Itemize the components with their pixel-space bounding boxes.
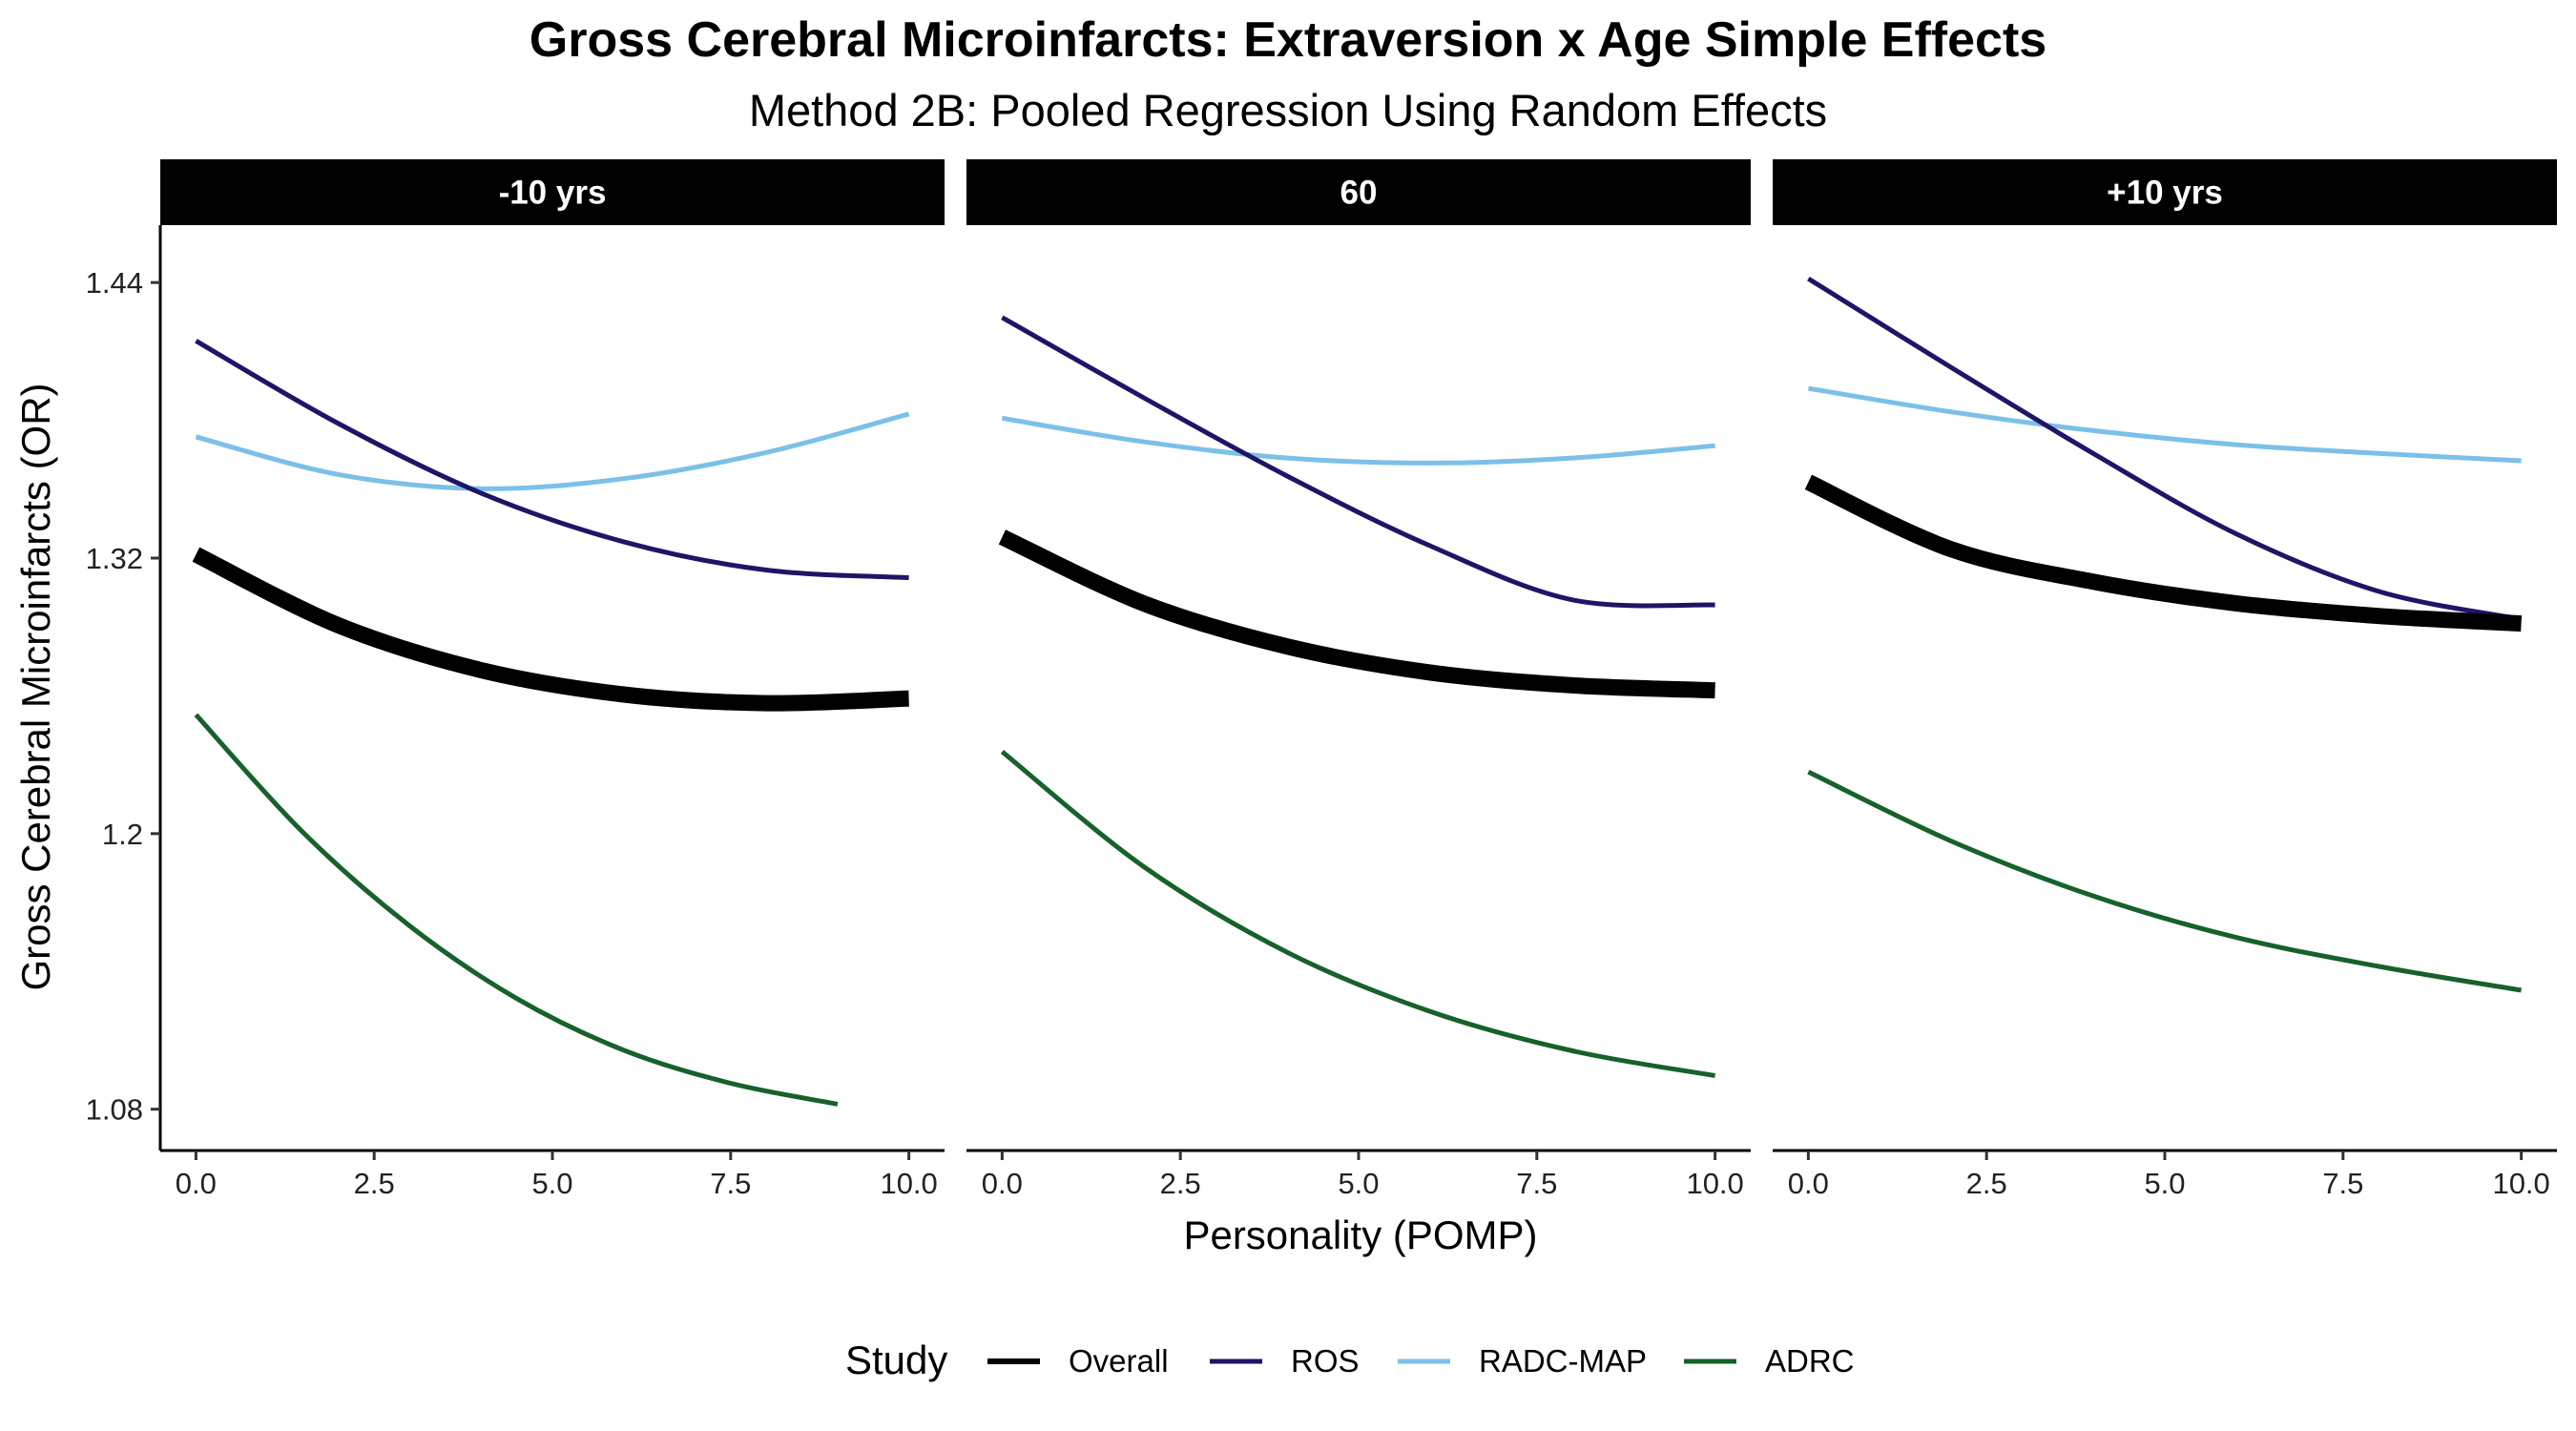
x-tick-label: 10.0: [880, 1167, 937, 1200]
facet-strip: [966, 159, 1751, 225]
legend-label: ADRC: [1765, 1343, 1855, 1379]
series-line-radc-map: [195, 411, 910, 491]
series-line-radc-map: [1001, 415, 1715, 466]
x-tick-label: 0.0: [982, 1167, 1023, 1200]
series-line-ros: [195, 339, 909, 580]
chart-title: Gross Cerebral Microinfarcts: Extraversi…: [529, 12, 2047, 68]
facet-strip-label: -10 yrs: [499, 175, 607, 212]
y-tick-label: 1.32: [86, 542, 143, 575]
legend-item-ros: ROS: [1210, 1343, 1360, 1379]
series-line-adrc: [1000, 749, 1716, 1078]
legend-title: Study: [845, 1338, 947, 1382]
legend-label: RADC-MAP: [1479, 1343, 1647, 1379]
legend-item-radc-map: RADC-MAP: [1398, 1343, 1647, 1379]
legend-item-adrc: ADRC: [1684, 1343, 1855, 1379]
y-tick-label: 1.44: [86, 266, 143, 300]
y-tick-label: 1.08: [86, 1093, 143, 1127]
x-tick-label: 7.5: [2322, 1167, 2363, 1200]
series-line-overall: [998, 529, 1715, 699]
series-line-ros: [1807, 276, 2523, 622]
x-axis-title: Personality (POMP): [1183, 1213, 1537, 1257]
chart-subtitle: Method 2B: Pooled Regression Using Rando…: [748, 85, 1828, 135]
x-tick-label: 5.0: [1338, 1167, 1379, 1200]
facet-panel-60: 60 0.0 2.5 5.0 7.5 10.0: [966, 159, 1751, 1200]
x-tick-label: 7.5: [1516, 1167, 1557, 1200]
facet-panel-10-yrs: -10 yrs 0.0 2.5 5.0 7.5 10.0: [160, 159, 945, 1200]
x-tick-label: 2.5: [1160, 1167, 1201, 1200]
x-tick-label: 5.0: [531, 1167, 572, 1200]
facet-strip-label: 60: [1340, 175, 1378, 212]
x-tick-label: 2.5: [1966, 1167, 2007, 1200]
legend-label: ROS: [1291, 1343, 1360, 1379]
x-tick-label: 2.5: [354, 1167, 395, 1200]
x-tick-label: 5.0: [2144, 1167, 2185, 1200]
series-line-overall: [1804, 474, 2523, 633]
facet-strip: [160, 159, 945, 225]
series-line-ros: [1001, 315, 1715, 609]
x-tick-label: 10.0: [1686, 1167, 1743, 1200]
x-tick-label: 0.0: [1788, 1167, 1829, 1200]
facet-panel-10-yrs: +10 yrs 0.0 2.5 5.0 7.5 10.0: [1773, 159, 2557, 1200]
y-tick-label: 1.2: [102, 818, 143, 851]
facet-strip-label: +10 yrs: [2107, 175, 2223, 212]
y-axis-title: Gross Cerebral Microinfarcts (OR): [13, 383, 58, 990]
series-line-adrc: [194, 713, 839, 1107]
series-line-radc-map: [1807, 385, 2522, 464]
legend-item-overall: Overall: [987, 1343, 1169, 1379]
series-line-overall: [192, 547, 909, 712]
legend-label: Overall: [1069, 1343, 1169, 1379]
series-line-adrc: [1807, 769, 2523, 993]
x-tick-label: 10.0: [2492, 1167, 2549, 1200]
facet-strip: [1773, 159, 2557, 225]
x-tick-label: 0.0: [176, 1167, 217, 1200]
legend: Study Overall ROS RADC-MAP ADRC: [845, 1338, 1855, 1382]
x-tick-label: 7.5: [710, 1167, 751, 1200]
